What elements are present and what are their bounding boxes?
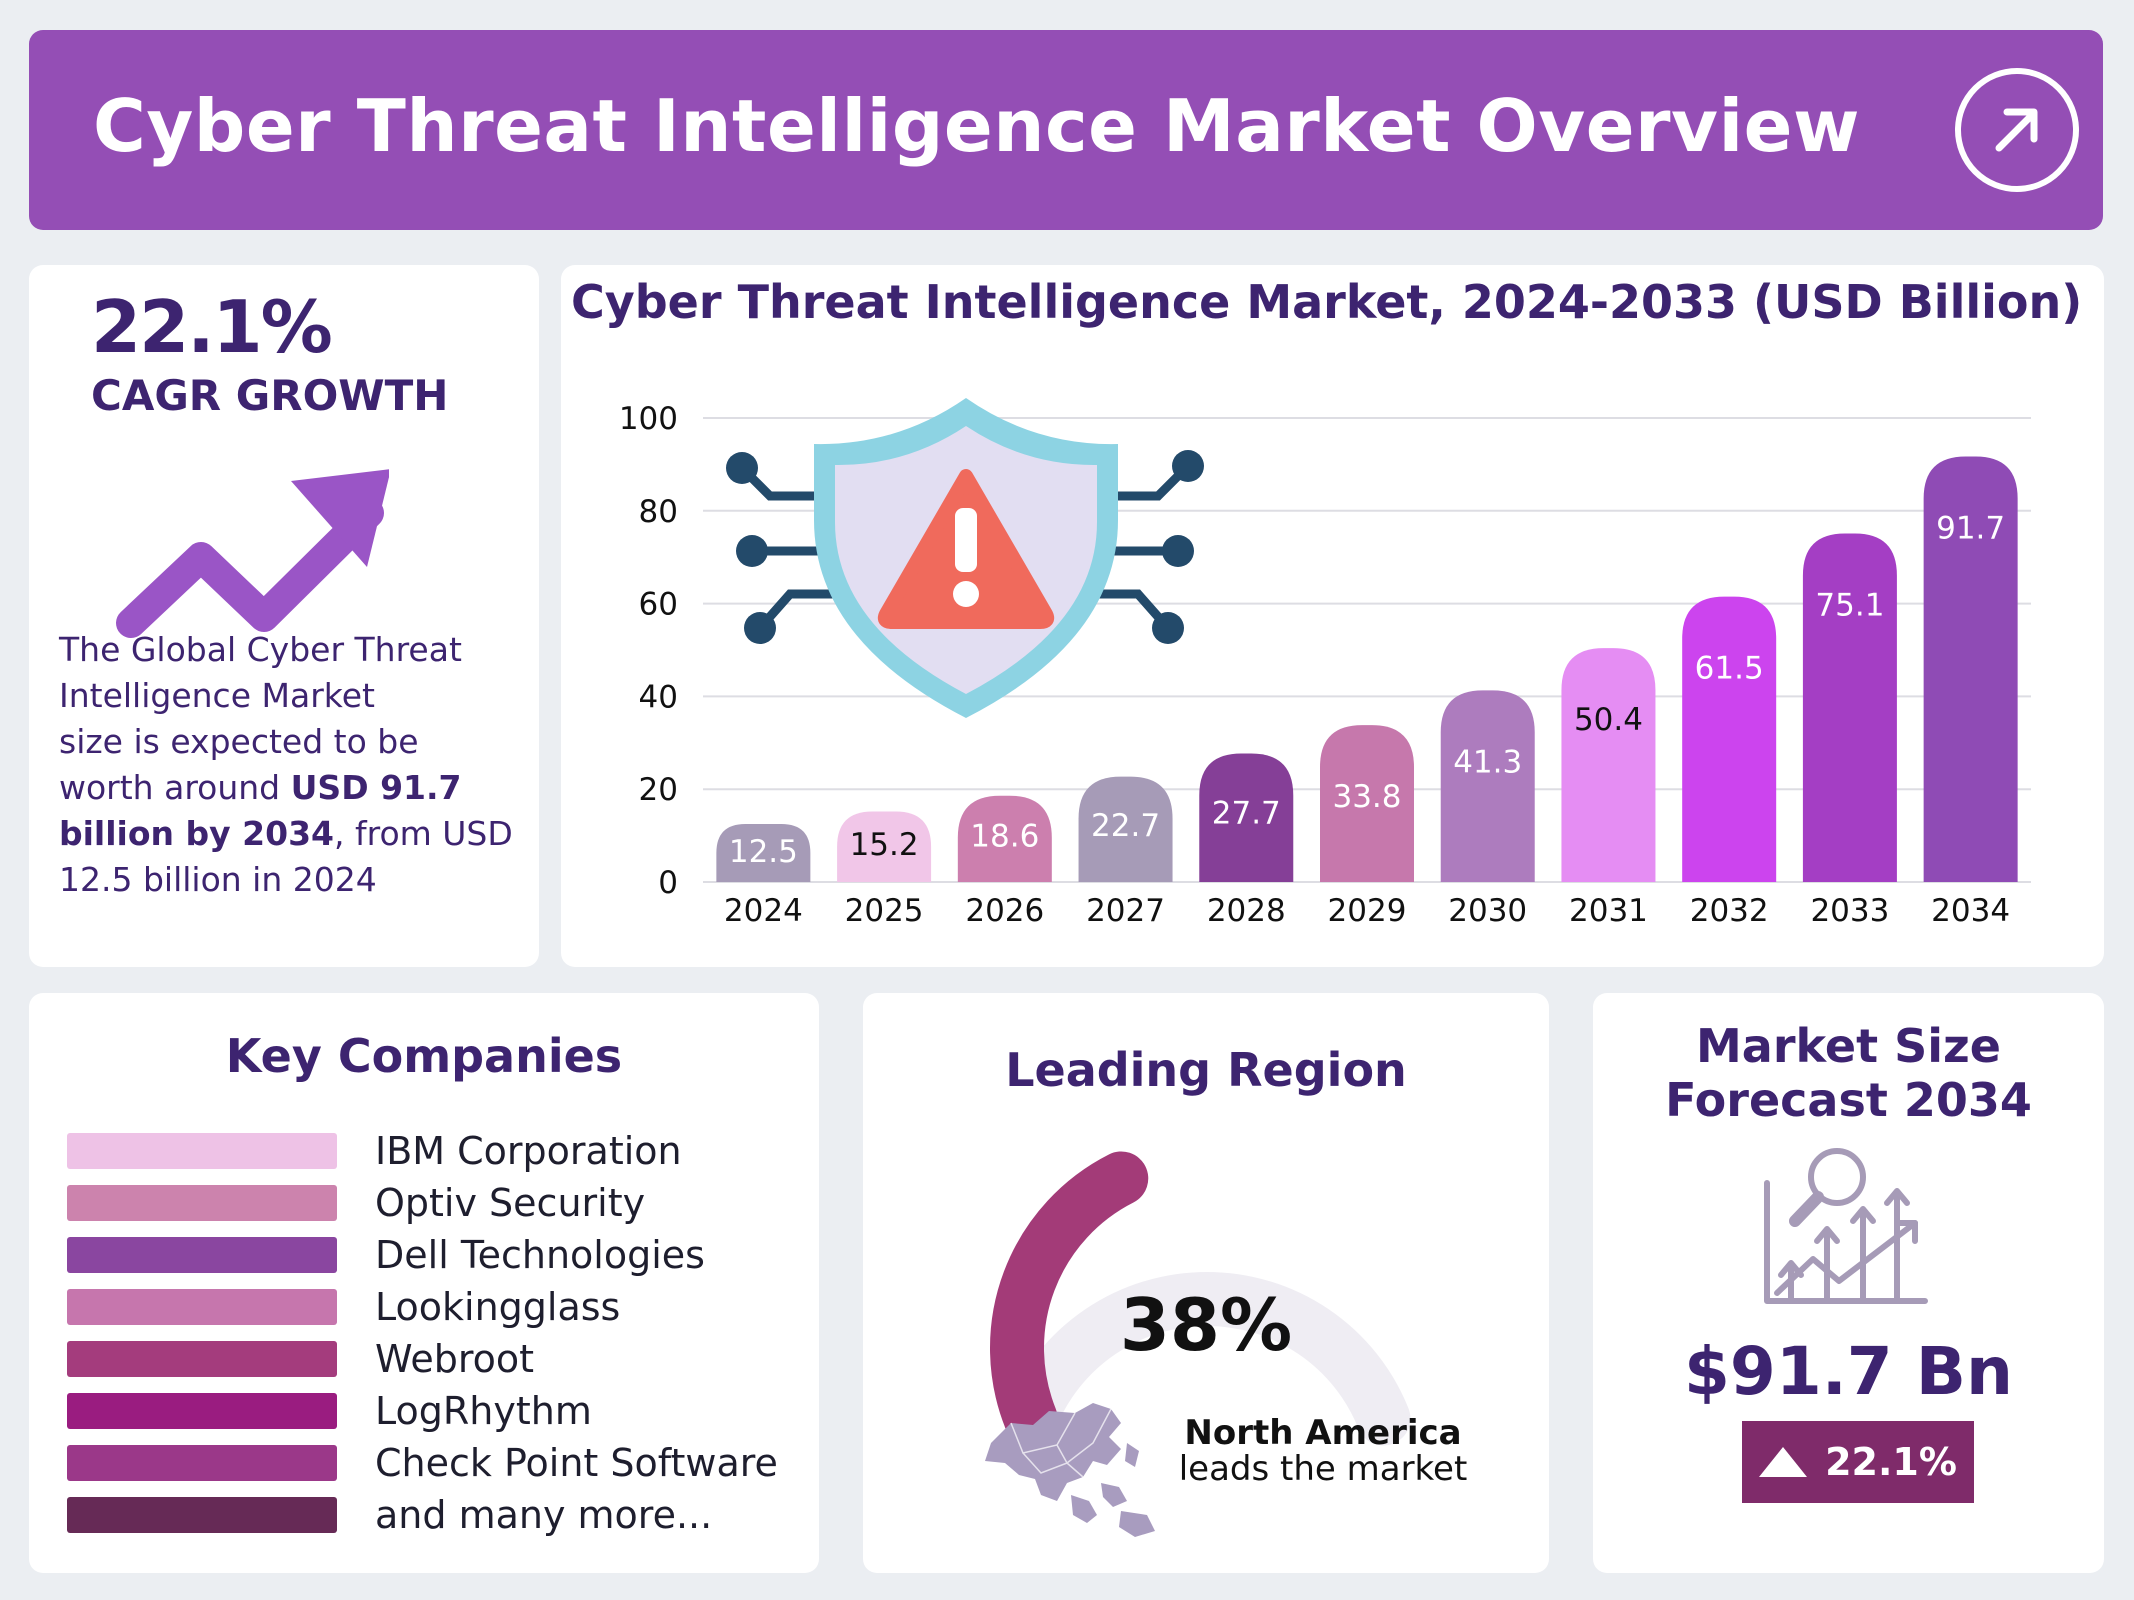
bar (1923, 456, 2018, 882)
bar-value-label: 18.6 (970, 819, 1039, 855)
region-percent: 38% (1119, 1283, 1293, 1367)
company-color-swatch (67, 1497, 337, 1533)
bar-value-label: 50.4 (1574, 702, 1643, 738)
company-color-swatch (67, 1237, 337, 1273)
page-title: Cyber Threat Intelligence Market Overvie… (93, 84, 1860, 168)
y-tick-label: 100 (619, 401, 678, 437)
company-name: and many more... (375, 1493, 713, 1537)
bar-value-label: 33.8 (1332, 779, 1401, 815)
region-title: Leading Region (1005, 1043, 1407, 1097)
company-name: IBM Corporation (375, 1129, 682, 1173)
bar-value-label: 15.2 (850, 827, 919, 863)
cagr-card: 22.1% CAGR GROWTH The Global Cyber Threa… (29, 265, 539, 967)
x-tick-label: 2027 (1086, 893, 1165, 929)
company-item: LogRhythm (67, 1389, 592, 1433)
company-name: Check Point Software (375, 1441, 778, 1485)
y-tick-label: 0 (658, 865, 678, 901)
company-item: Dell Technologies (67, 1233, 705, 1277)
x-tick-label: 2030 (1448, 893, 1527, 929)
company-item: Webroot (67, 1337, 535, 1381)
x-tick-label: 2025 (845, 893, 924, 929)
company-color-swatch (67, 1185, 337, 1221)
x-tick-label: 2029 (1328, 893, 1407, 929)
bar-value-label: 91.7 (1936, 511, 2005, 547)
x-tick-label: 2024 (724, 893, 803, 929)
company-name: Webroot (375, 1337, 535, 1381)
key-companies-card: Key Companies IBM Corporation Optiv Secu… (29, 993, 819, 1573)
trending-up-icon (116, 469, 389, 638)
cagr-description: The Global Cyber Threat Intelligence Mar… (59, 627, 519, 903)
forecast-value: $91.7 Bn (1683, 1333, 2014, 1410)
cagr-desc-part2: , from USD 12.5 billion in 2024 (59, 814, 513, 899)
bar (1320, 725, 1414, 882)
company-color-swatch (67, 1445, 337, 1481)
company-item: and many more... (67, 1493, 713, 1537)
bar (1682, 596, 1777, 882)
growth-analysis-icon (1764, 1148, 1928, 1304)
company-color-swatch (67, 1133, 337, 1169)
leading-region-card: Leading Region 38% North America leads t… (863, 993, 1549, 1573)
x-tick-label: 2028 (1207, 893, 1286, 929)
shield-warning-icon (726, 398, 1204, 718)
region-subtitle: leads the market (1178, 1449, 1468, 1489)
bar (716, 824, 811, 882)
bar-value-label: 27.7 (1212, 795, 1281, 831)
y-tick-label: 40 (639, 679, 678, 715)
y-tick-label: 60 (639, 587, 678, 623)
world-map-icon (985, 1403, 1155, 1537)
region-share-gauge (990, 1151, 1411, 1446)
company-name: LogRhythm (375, 1389, 592, 1433)
bar-value-label: 75.1 (1815, 588, 1884, 624)
bar (1078, 776, 1173, 882)
bar (1199, 753, 1294, 882)
region-name: North America (1184, 1413, 1462, 1453)
company-color-swatch (67, 1289, 337, 1325)
cagr-desc-part1: The Global Cyber Threat Intelligence Mar… (59, 630, 462, 807)
forecast-title: Market Size Forecast 2034 (1665, 1019, 2032, 1127)
x-tick-label: 2026 (965, 893, 1044, 929)
y-tick-label: 80 (639, 494, 678, 530)
y-tick-label: 20 (639, 772, 678, 808)
x-tick-label: 2031 (1569, 893, 1648, 929)
market-chart-card: Cyber Threat Intelligence Market, 2024-2… (561, 265, 2104, 967)
gauge-track (1003, 1271, 1411, 1446)
bar-value-label: 12.5 (729, 834, 798, 870)
bar-value-label: 61.5 (1695, 651, 1764, 687)
cagr-value: 22.1% (91, 285, 333, 369)
company-item: Optiv Security (67, 1181, 646, 1225)
chart-title: Cyber Threat Intelligence Market, 2024-2… (571, 275, 2083, 329)
external-link-button[interactable] (1955, 68, 2079, 192)
x-tick-label: 2032 (1690, 893, 1769, 929)
bar (957, 795, 1052, 882)
cagr-desc-bold: USD 91.7 billion by 2034 (59, 768, 462, 853)
bar (1561, 648, 1656, 882)
bar (837, 811, 932, 882)
cagr-label: CAGR GROWTH (91, 371, 449, 420)
growth-badge: 22.1% (1742, 1421, 1974, 1503)
header-banner: Cyber Threat Intelligence Market Overvie… (29, 30, 2103, 230)
bar-chart: 0 20 40 60 80 100 (619, 398, 2031, 929)
company-color-swatch (67, 1393, 337, 1429)
forecast-card: Market Size Forecast 2034 $91.7 Bn 22.1% (1593, 993, 2104, 1573)
bar-value-label: 41.3 (1453, 744, 1522, 780)
companies-title: Key Companies (225, 1029, 623, 1083)
company-item: IBM Corporation (67, 1129, 682, 1173)
company-color-swatch (67, 1341, 337, 1377)
bar (1802, 533, 1897, 882)
growth-value: 22.1% (1825, 1440, 1957, 1484)
x-tick-label: 2034 (1931, 893, 2010, 929)
arrow-up-right-icon (1995, 108, 2038, 152)
gauge-fill (990, 1151, 1149, 1446)
company-name: Lookingglass (375, 1285, 621, 1329)
company-name: Dell Technologies (375, 1233, 705, 1277)
company-item: Check Point Software (67, 1441, 778, 1485)
company-name: Optiv Security (375, 1181, 646, 1225)
triangle-up-icon (1759, 1447, 1808, 1477)
bar (1440, 690, 1535, 882)
x-tick-label: 2033 (1810, 893, 1889, 929)
bar-value-label: 22.7 (1091, 808, 1160, 844)
company-item: Lookingglass (67, 1285, 621, 1329)
